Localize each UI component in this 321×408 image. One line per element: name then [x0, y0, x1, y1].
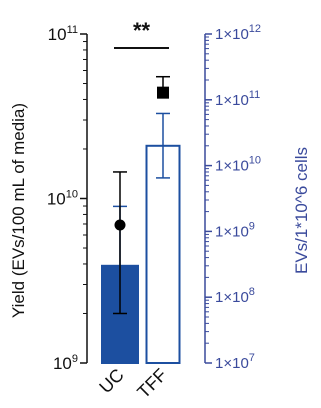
left-tick-label-exponent: 10: [66, 189, 78, 201]
right-tick-label-exponent: 9: [249, 220, 255, 232]
left-tick-label-exponent: 9: [72, 353, 78, 365]
significance-label: **: [133, 18, 151, 43]
right-tick-label-base: 1×10: [215, 26, 249, 43]
right-tick-label: 1×1011: [215, 89, 260, 109]
right-tick-label-exponent: 7: [249, 352, 255, 364]
left-tick-label-base: 10: [48, 25, 67, 44]
right-tick-label-exponent: 8: [249, 286, 255, 298]
left-axis-label: Yield (EVs/100 mL of media): [9, 103, 28, 318]
right-tick-label: 1×107: [215, 352, 255, 372]
right-tick-label-base: 1×10: [215, 289, 249, 306]
point-UC: [114, 219, 126, 231]
right-tick-label: 1×108: [215, 286, 255, 306]
right-tick-label-exponent: 12: [249, 23, 261, 35]
category-label-TFF: TFF: [133, 365, 170, 402]
right-tick-label-base: 1×10: [215, 158, 249, 175]
left-tick-label-base: 10: [47, 190, 66, 209]
right-tick-label: 1×1010: [215, 155, 261, 175]
category-label-UC: UC: [95, 365, 128, 398]
right-tick-label-base: 1×10: [215, 92, 249, 109]
right-tick-label: 1×1012: [215, 23, 261, 43]
point-TFF: [157, 86, 169, 99]
right-axis-label: EVs/1*10^6 cells: [292, 147, 311, 274]
right-tick-label-base: 1×10: [215, 355, 249, 372]
left-tick-label-exponent: 11: [67, 24, 78, 36]
left-tick-label: 109: [53, 353, 78, 373]
left-tick-label: 1011: [48, 24, 78, 44]
right-tick-label: 1×109: [215, 220, 255, 240]
left-tick-label-base: 10: [53, 354, 72, 373]
right-tick-label-exponent: 11: [249, 89, 260, 101]
left-tick-label: 1010: [47, 189, 78, 209]
right-tick-label-exponent: 10: [249, 155, 261, 167]
right-tick-label-base: 1×10: [215, 223, 249, 240]
